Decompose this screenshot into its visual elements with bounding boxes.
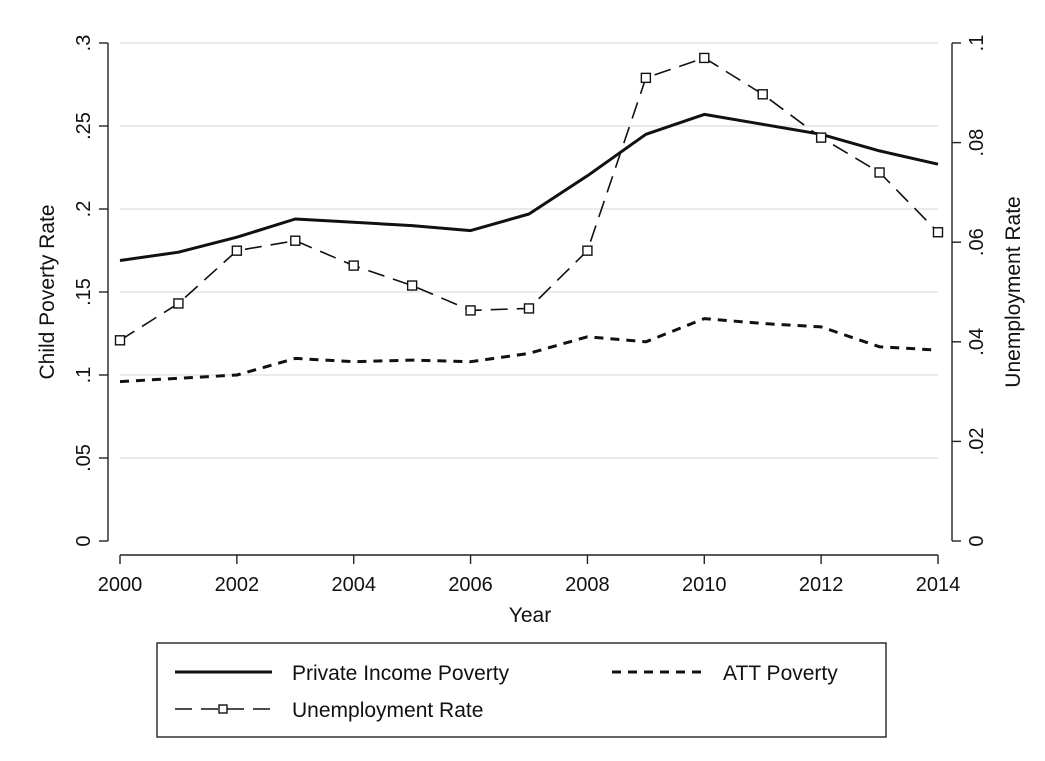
data-point-unemployment-rate <box>290 235 301 246</box>
right-y-tick-label: .04 <box>966 328 988 356</box>
data-point-unemployment-rate <box>231 245 243 256</box>
x-tick-label: 2014 <box>916 574 961 596</box>
data-point-unemployment-rate <box>523 303 535 314</box>
right-y-tick-label: .08 <box>966 129 988 157</box>
left-y-tick-label: .05 <box>73 444 95 472</box>
data-point-unemployment-rate <box>815 132 827 143</box>
legend: Private Income Poverty ATT Poverty Unemp… <box>156 642 887 738</box>
left-y-tick-label: .15 <box>73 278 95 306</box>
x-tick-label: 2006 <box>448 574 493 596</box>
axes: 0 .05 .1 .15 .2 .25 .3 0 .02 .04 .06 .08 .1 2000 2002 2… <box>73 35 988 596</box>
grid-lines <box>120 42 938 459</box>
series-line-private-income-poverty <box>119 112 939 262</box>
right-y-tick-label: 0 <box>966 535 988 546</box>
x-axis-title: Year <box>509 604 551 627</box>
legend-label-unemployment: Unemployment Rate <box>292 699 483 722</box>
data-point-unemployment-rate <box>640 72 652 84</box>
left-y-tick-label: .25 <box>73 112 95 140</box>
left-y-tick-label: 0 <box>73 535 95 546</box>
data-point-unemployment-rate <box>757 89 768 100</box>
legend-marker-unemployment <box>218 704 228 714</box>
left-y-tick-label: .2 <box>73 201 95 218</box>
right-y-tick-label: .02 <box>966 427 988 455</box>
x-tick-label: 2012 <box>799 574 844 596</box>
legend-box <box>156 642 887 738</box>
series-group <box>114 52 944 384</box>
legend-label-att-poverty: ATT Poverty <box>723 662 838 685</box>
x-tick-label: 2004 <box>331 574 376 596</box>
right-y-axis-title: Unemployment Rate <box>1002 196 1025 387</box>
data-point-unemployment-rate <box>932 227 944 238</box>
x-tick-label: 2002 <box>215 574 260 596</box>
data-point-unemployment-rate <box>348 260 359 271</box>
data-point-unemployment-rate <box>114 335 126 346</box>
left-y-tick-label: .1 <box>73 367 95 384</box>
data-point-unemployment-rate <box>582 245 593 256</box>
data-point-unemployment-rate <box>874 167 885 178</box>
x-tick-label: 2008 <box>565 574 610 596</box>
series-line-unemployment-rate <box>119 57 939 341</box>
right-y-tick-label: .06 <box>966 228 988 256</box>
left-y-axis-title: Child Poverty Rate <box>36 204 59 379</box>
data-point-unemployment-rate <box>406 280 418 291</box>
right-y-tick-label: .1 <box>966 35 988 52</box>
data-point-unemployment-rate <box>173 298 184 309</box>
x-tick-label: 2000 <box>98 574 143 596</box>
legend-label-private-income: Private Income Poverty <box>292 662 510 685</box>
data-point-unemployment-rate <box>465 305 476 316</box>
left-y-tick-label: .3 <box>73 35 95 52</box>
data-point-unemployment-rate <box>699 52 710 64</box>
series-line-att-poverty <box>119 317 939 384</box>
x-tick-label: 2010 <box>682 574 727 596</box>
